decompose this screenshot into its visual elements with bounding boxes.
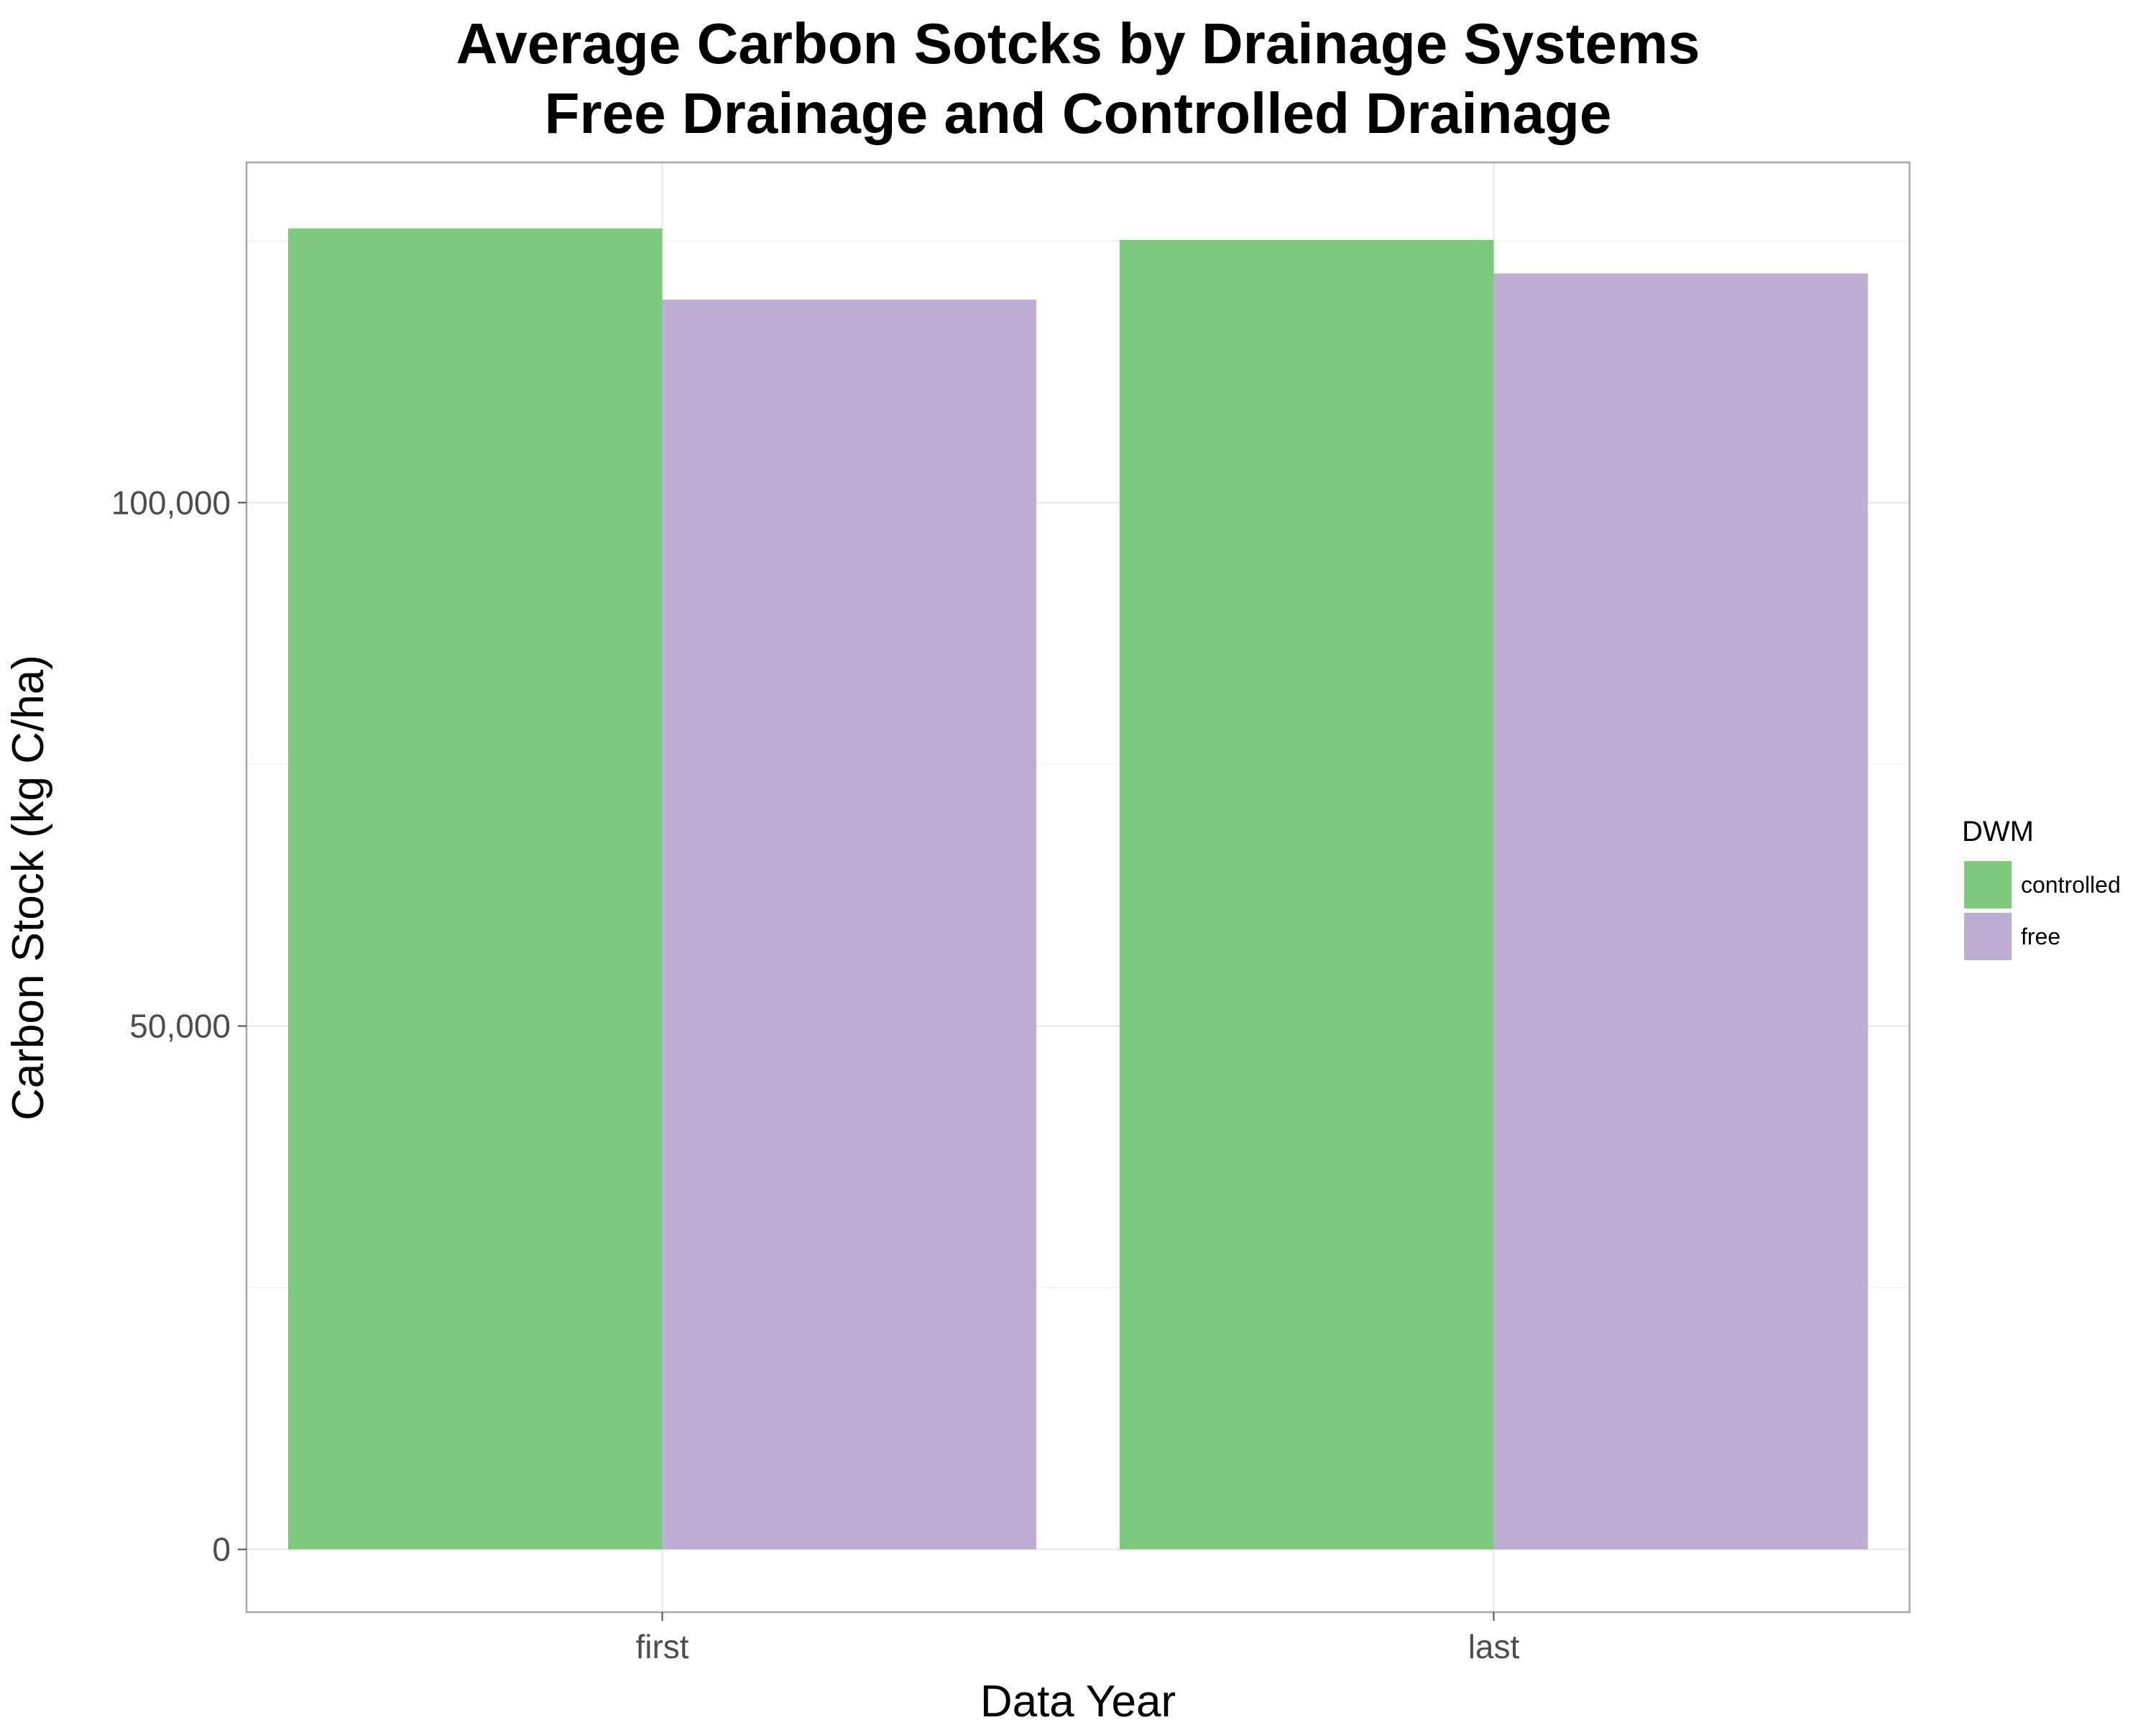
legend-title: DWM <box>1962 816 2034 847</box>
legend-key-free <box>1964 913 2012 960</box>
x-tick-label: first <box>635 1628 688 1665</box>
bar-controlled-last <box>1119 239 1494 1550</box>
y-tick-label: 100,000 <box>111 484 231 521</box>
x-axis-label: Data Year <box>980 1677 1176 1725</box>
y-tick-label: 0 <box>212 1531 231 1568</box>
bars <box>287 228 1869 1550</box>
y-axis-label: Carbon Stock (kg C/ha) <box>4 655 53 1121</box>
legend-key-controlled <box>1964 861 2012 908</box>
y-axis-ticks: 0 50,000 100,000 <box>111 484 247 1568</box>
bar-free-last <box>1493 273 1869 1550</box>
y-tick-label: 50,000 <box>129 1007 231 1044</box>
chart-title: Average Carbon Sotcks by Drainage System… <box>456 12 1700 75</box>
chart-subtitle: Free Drainage and Controlled Drainage <box>545 81 1612 145</box>
plot-border <box>245 161 1911 1614</box>
legend-label: free <box>2021 924 2060 949</box>
legend-label: controlled <box>2021 872 2121 898</box>
x-axis-ticks: first last <box>635 1612 1520 1665</box>
x-tick-label: last <box>1468 1628 1520 1665</box>
legend-items: controlled free <box>1964 861 2121 960</box>
bar-controlled-first <box>287 228 663 1550</box>
bar-free-first <box>662 299 1037 1550</box>
legend: DWM controlled free <box>1962 816 2121 960</box>
